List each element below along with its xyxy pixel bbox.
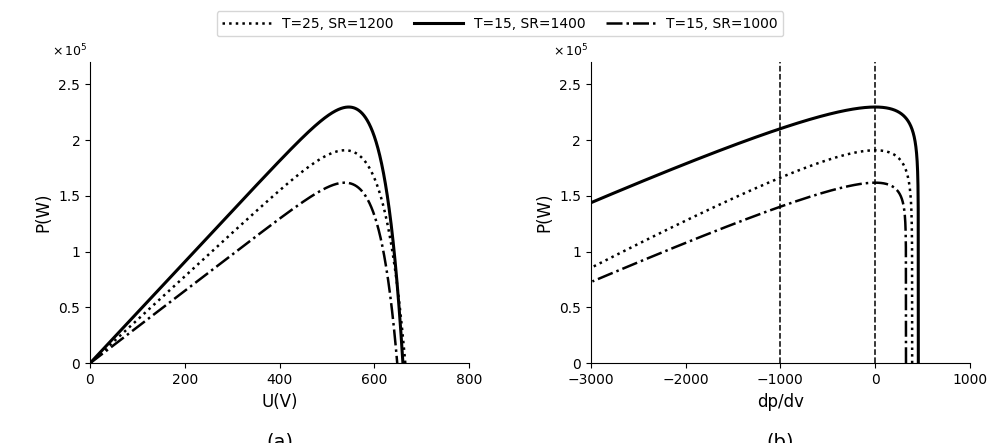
X-axis label: dp/dv: dp/dv <box>757 392 804 411</box>
Legend: T=25, SR=1200, T=15, SR=1400, T=15, SR=1000: T=25, SR=1200, T=15, SR=1400, T=15, SR=1… <box>217 12 783 36</box>
Y-axis label: P(W): P(W) <box>35 193 53 233</box>
X-axis label: U(V): U(V) <box>261 392 298 411</box>
Text: (a): (a) <box>266 433 293 443</box>
Text: $\times\,10^5$: $\times\,10^5$ <box>52 43 87 59</box>
Y-axis label: P(W): P(W) <box>535 193 553 233</box>
Text: (b): (b) <box>767 433 794 443</box>
Text: $\times\,10^5$: $\times\,10^5$ <box>553 43 588 59</box>
